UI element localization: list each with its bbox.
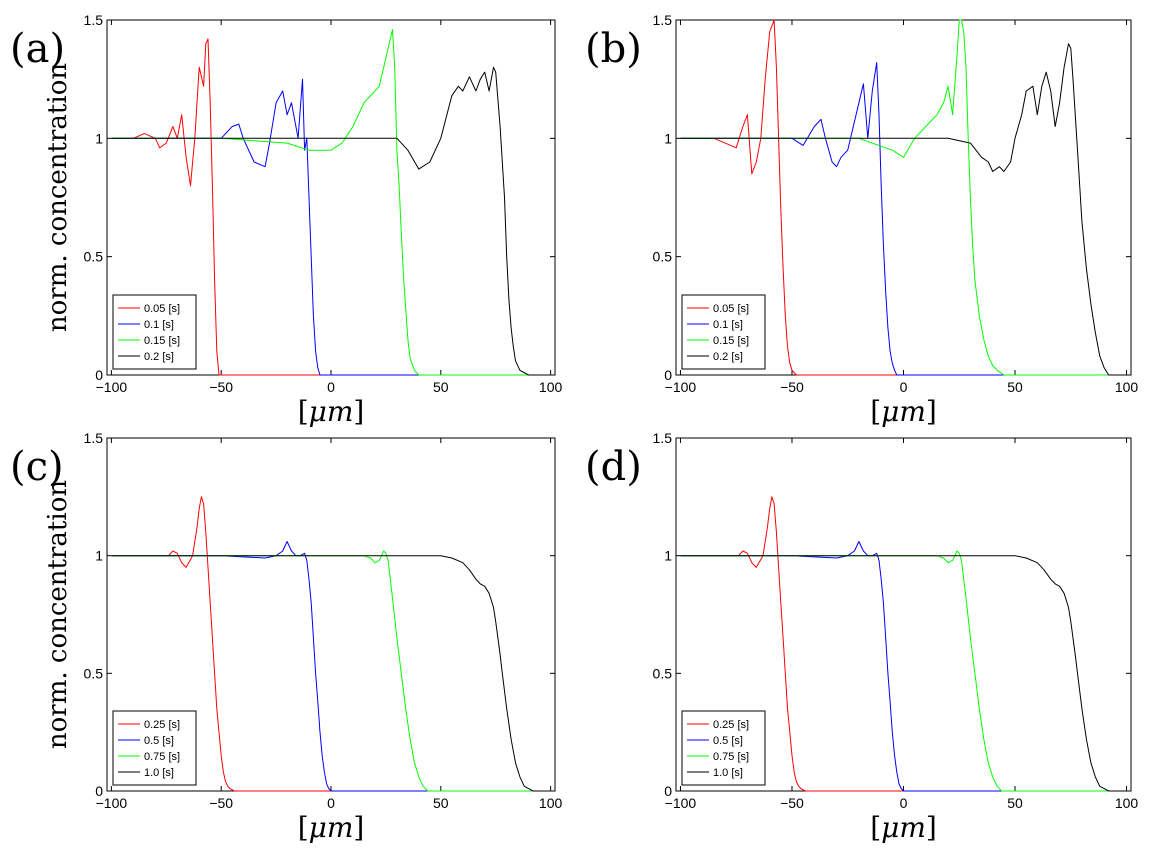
y-tick-label: 1 (664, 548, 672, 564)
legend-label: 0.15 [s] (713, 335, 749, 347)
series-line (111, 555, 551, 792)
legend-box (681, 710, 766, 786)
series-line (680, 496, 1127, 792)
series-line (111, 66, 551, 376)
series-line (111, 38, 551, 376)
chart-panel: −100 −50 0 50 100 0 0.5 1 1.5 0.05 [s] 0.1 [s] 0.15… (585, 12, 1138, 428)
legend-label: 0.1 [s] (713, 319, 743, 331)
y-axis-label: norm. concentration (43, 480, 73, 749)
legend-label: 0.5 [s] (713, 735, 743, 747)
legend-label: 1.0 [s] (713, 767, 743, 779)
y-tick-label: 0 (664, 367, 672, 383)
series-line (680, 555, 1127, 792)
series-line (680, 19, 1127, 376)
panel-label: (d) (585, 444, 642, 490)
y-tick-label: 1.5 (84, 430, 104, 446)
y-tick-label: 0 (95, 367, 103, 383)
legend-label: 0.15 [s] (144, 335, 180, 347)
legend-label: 0.75 [s] (713, 751, 749, 763)
x-tick-label: 50 (1007, 379, 1023, 395)
x-axis-label: [μm] (298, 395, 365, 428)
x-tick-label: 100 (1115, 379, 1139, 395)
x-tick-label: 0 (327, 379, 335, 395)
series-line (680, 541, 1127, 792)
y-tick-label: 0.5 (653, 249, 673, 265)
chart-panel: −100 −50 0 50 100 0 0.5 1 1.5 0.05 [s] 0.1 [s] 0.15… (10, 12, 563, 428)
x-tick-label: 0 (900, 379, 908, 395)
panel-label: (a) (10, 26, 65, 72)
series-line (680, 19, 1127, 376)
series-line (111, 78, 551, 376)
y-tick-label: 1.5 (84, 12, 104, 28)
y-axis-label: norm. concentration (43, 63, 73, 332)
x-tick-label: −50 (780, 795, 804, 811)
x-tick-label: 0 (900, 795, 908, 811)
y-tick-label: 0 (664, 783, 672, 799)
y-tick-label: 1.5 (653, 430, 673, 446)
legend-label: 0.75 [s] (144, 751, 180, 763)
legend-label: 0.05 [s] (713, 303, 749, 315)
legend-box (681, 294, 766, 370)
legend-label: 0.25 [s] (144, 719, 180, 731)
legend-label: 0.05 [s] (144, 303, 180, 315)
series-line (680, 43, 1127, 376)
x-tick-label: 100 (539, 795, 563, 811)
legend-box (112, 710, 197, 786)
chart-panel: −100 −50 0 50 100 0 0.5 1 1.5 0.25 [s] 0.5 [s] 0.75… (585, 430, 1138, 844)
y-tick-label: 1.5 (653, 12, 673, 28)
legend-label: 0.1 [s] (144, 319, 174, 331)
x-tick-label: 50 (1007, 795, 1023, 811)
series-line (111, 29, 551, 376)
x-axis-label: [μm] (298, 811, 365, 844)
chart-panel: −100 −50 0 50 100 0 0.5 1 1.5 0.25 [s] 0.5 [s] 0.75… (10, 430, 563, 844)
y-tick-label: 1 (95, 130, 103, 146)
x-tick-label: 50 (433, 795, 449, 811)
x-axis-label: [μm] (870, 811, 937, 844)
panel-label: (c) (10, 444, 64, 490)
legend-label: 0.5 [s] (144, 735, 174, 747)
y-tick-label: 0.5 (653, 665, 673, 681)
panel-label: (b) (585, 26, 642, 72)
x-tick-label: −50 (209, 379, 233, 395)
series-line (111, 541, 551, 792)
series-line (680, 62, 1127, 376)
x-axis-label: [μm] (870, 395, 937, 428)
x-tick-label: 100 (539, 379, 563, 395)
legend-label: 0.2 [s] (144, 351, 174, 363)
legend-box (112, 294, 197, 370)
x-tick-label: −50 (780, 379, 804, 395)
legend-label: 1.0 [s] (144, 767, 174, 779)
x-tick-label: −50 (209, 795, 233, 811)
x-tick-label: −100 (665, 379, 697, 395)
y-tick-label: 0.5 (84, 249, 104, 265)
y-tick-label: 1 (664, 130, 672, 146)
x-tick-label: 0 (327, 795, 335, 811)
y-tick-label: 0 (95, 783, 103, 799)
x-tick-label: −100 (96, 795, 128, 811)
series-line (111, 496, 551, 792)
x-tick-label: 50 (433, 379, 449, 395)
legend-label: 0.25 [s] (713, 719, 749, 731)
x-tick-label: −100 (96, 379, 128, 395)
x-tick-label: 100 (1115, 795, 1139, 811)
y-tick-label: 1 (95, 548, 103, 564)
x-tick-label: −100 (665, 795, 697, 811)
y-tick-label: 0.5 (84, 665, 104, 681)
legend-label: 0.2 [s] (713, 351, 743, 363)
